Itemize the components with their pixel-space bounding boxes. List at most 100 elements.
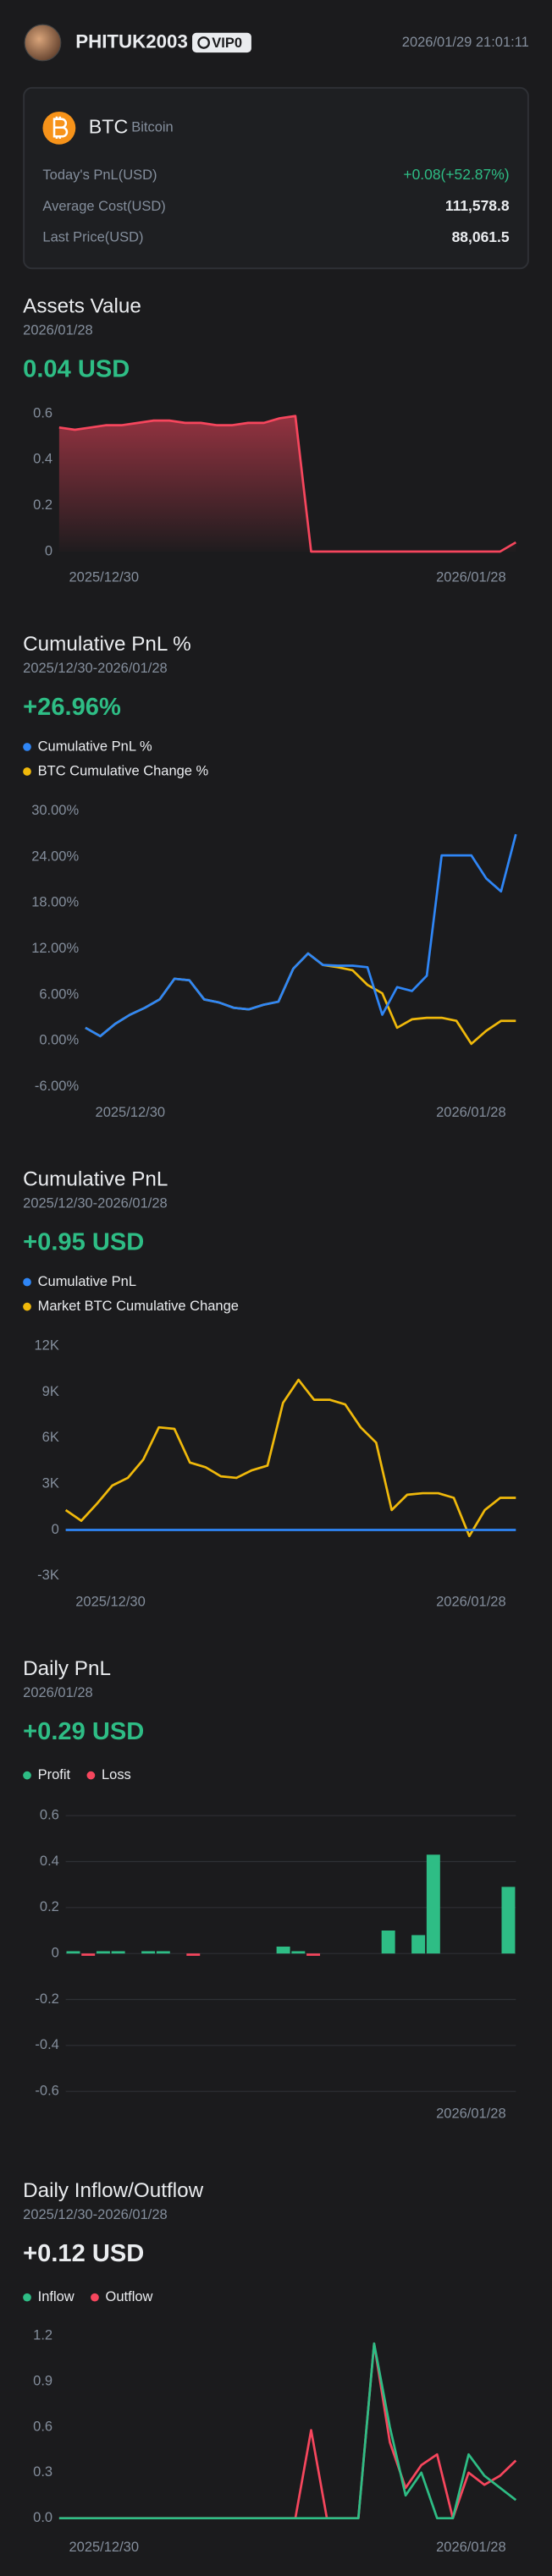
row-label: Last Price(USD)	[42, 230, 143, 245]
row-label: Today's PnL(USD)	[42, 168, 157, 183]
vip-icon	[197, 36, 210, 49]
row-value: 88,061.5	[452, 228, 510, 245]
legend-dot	[23, 1302, 31, 1311]
y-tick-label: 0.6	[33, 405, 52, 420]
x-tick-label: 2026/01/28	[436, 569, 506, 585]
y-tick-label: 0	[52, 1946, 59, 1961]
y-tick-label: 6.00%	[39, 986, 79, 1002]
bar	[381, 1931, 395, 1954]
y-tick-label: 0.2	[33, 497, 52, 513]
asset-name: Bitcoin	[131, 120, 173, 135]
avatar[interactable]	[24, 24, 62, 62]
y-tick-label: 0.4	[33, 452, 52, 467]
x-tick-label: 2025/12/30	[69, 569, 140, 585]
y-tick-label: 9K	[42, 1384, 59, 1399]
y-tick-label: 0.6	[33, 2419, 52, 2434]
username: PHITUK2003	[75, 30, 188, 52]
row-label: Average Cost(USD)	[42, 199, 165, 214]
vip-label: VIP0	[212, 36, 242, 51]
line	[58, 2342, 517, 2520]
chart-subtitle: 2025/12/30-2026/01/28	[23, 1196, 168, 1211]
bar	[81, 1953, 96, 1956]
legend-label: Profit	[38, 1767, 71, 1782]
legend-dot	[23, 2293, 31, 2302]
x-tick-label: 2025/12/30	[75, 1594, 146, 1609]
x-tick-label: 2026/01/28	[436, 2106, 506, 2122]
chart: Cumulative PnL % 2025/12/30-2026/01/28 +26…	[23, 633, 517, 1120]
x-tick-label: 2026/01/28	[436, 1105, 506, 1120]
y-tick-label: -6.00%	[35, 1079, 80, 1094]
legend-label: Market BTC Cumulative Change	[38, 1299, 239, 1314]
asset-card	[23, 86, 529, 270]
x-tick-label: 2025/12/30	[96, 1105, 166, 1120]
charts: Assets Value 2026/01/28 0.04 USD 0 0.2 0.4 0.6…	[23, 294, 517, 2555]
chart-headline: +0.12 USD	[23, 2240, 144, 2267]
timestamp: 2026/01/29 21:01:11	[402, 35, 529, 50]
chart-headline: +0.29 USD	[23, 1718, 144, 1745]
bar	[501, 1887, 516, 1954]
btc-glyph	[52, 116, 69, 139]
legend-dot	[23, 767, 31, 776]
bar	[186, 1953, 201, 1956]
y-tick-label: 0.4	[40, 1854, 59, 1869]
y-tick-label: -0.2	[35, 1991, 58, 2007]
x-tick-label: 2025/12/30	[69, 2540, 140, 2555]
y-tick-label: 0.0	[33, 2510, 52, 2525]
line	[58, 415, 516, 553]
legend-label: Cumulative PnL %	[38, 739, 152, 754]
y-tick-label: -0.6	[35, 2084, 58, 2099]
chart-subtitle: 2025/12/30-2026/01/28	[23, 2207, 168, 2222]
y-tick-label: 12K	[35, 1338, 59, 1354]
legend-dot	[23, 743, 31, 751]
chart: Daily PnL 2026/01/28 +0.29 USD Profit Loss -0…	[23, 1657, 516, 2122]
y-tick-label: 18.00%	[31, 895, 79, 910]
chart-headline: +0.95 USD	[23, 1229, 144, 1256]
y-tick-label: 0.3	[33, 2464, 52, 2480]
y-tick-label: 0.2	[40, 1899, 59, 1914]
bar	[276, 1947, 290, 1954]
y-tick-label: -0.4	[35, 2037, 58, 2052]
y-tick-label: 0.00%	[39, 1033, 79, 1048]
asset-rows: Today's PnL(USD) +0.08(+52.87%) Average Co…	[42, 166, 509, 245]
y-tick-label: 0	[52, 1522, 59, 1537]
legend-dot	[91, 2293, 99, 2302]
y-tick-label: 6K	[42, 1430, 59, 1445]
line	[64, 1378, 516, 1538]
chart-title: Assets Value	[23, 294, 141, 317]
chart-title: Daily Inflow/Outflow	[23, 2179, 203, 2202]
y-tick-label: 3K	[42, 1476, 59, 1491]
chart-subtitle: 2026/01/28	[23, 322, 93, 338]
y-tick-label: 0.9	[33, 2374, 52, 2389]
chart: Assets Value 2026/01/28 0.04 USD 0 0.2 0.4 0.6…	[23, 294, 516, 585]
bar	[66, 1951, 80, 1954]
row-value: +0.08(+52.87%)	[403, 166, 509, 183]
asset-symbol: BTC	[89, 116, 129, 138]
legend-label: BTC Cumulative Change %	[38, 763, 209, 778]
bar	[156, 1951, 170, 1954]
y-tick-label: 0.6	[40, 1808, 59, 1823]
bar	[411, 1935, 426, 1954]
y-tick-label: -3K	[37, 1568, 59, 1583]
legend-label: Loss	[102, 1767, 131, 1782]
legend-dot	[86, 1771, 96, 1780]
bar	[111, 1951, 125, 1954]
y-tick-label: 0	[45, 543, 52, 558]
legend-label: Inflow	[38, 2289, 75, 2304]
chart-subtitle: 2025/12/30-2026/01/28	[23, 661, 168, 676]
chart-title: Cumulative PnL	[23, 1168, 168, 1191]
line	[85, 833, 517, 1038]
x-tick-label: 2026/01/28	[436, 1594, 506, 1609]
legend-dot	[23, 1771, 31, 1780]
chart-title: Cumulative PnL %	[23, 633, 191, 656]
chart-headline: +26.96%	[23, 694, 121, 721]
chart: Daily Inflow/Outflow 2025/12/30-2026/01/2…	[23, 2179, 517, 2555]
chart: Cumulative PnL 2025/12/30-2026/01/28 +0.95…	[23, 1168, 516, 1609]
area	[58, 415, 516, 552]
bar	[426, 1854, 440, 1954]
y-tick-label: 12.00%	[31, 941, 79, 956]
bar	[306, 1953, 321, 1956]
legend-label: Outflow	[106, 2289, 153, 2304]
chart-headline: 0.04 USD	[23, 355, 130, 382]
